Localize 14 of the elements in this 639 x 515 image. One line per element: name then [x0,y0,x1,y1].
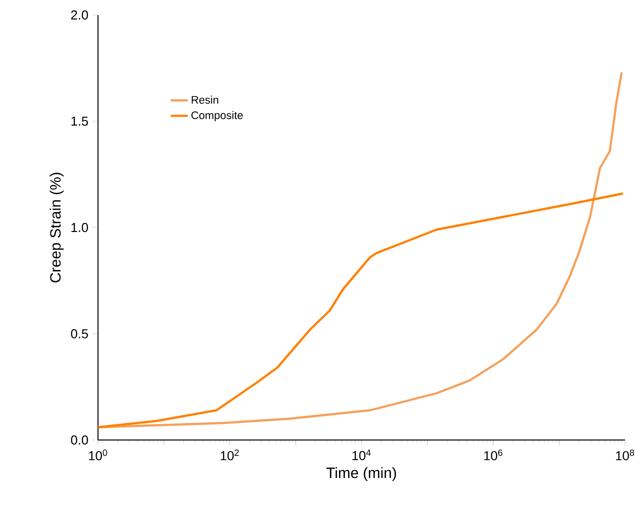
x-tick-label: 10$^{6}$ [484,450,502,460]
x-tick-label: 10$^{8}$ [616,450,634,460]
y-tick-label: 1.5 [71,116,88,126]
y-axis-title: Creep Strain (%) [50,172,64,282]
x-tick-label: 10$^{2}$ [220,450,239,460]
x-axis-title: Time (min) [326,467,396,482]
legend-label: Resin [192,96,218,104]
y-tick-label: 0.5 [71,329,88,338]
x-tick-label: 10$^{0}$ [89,450,108,460]
legend-label: Composite [191,111,243,122]
y-tick-label: 2.0 [71,10,88,20]
x-tick-label: 10$^{4}$ [352,450,371,460]
y-tick-label: 1.0 [71,222,88,232]
y-tick-label: 0.0 [71,435,88,445]
